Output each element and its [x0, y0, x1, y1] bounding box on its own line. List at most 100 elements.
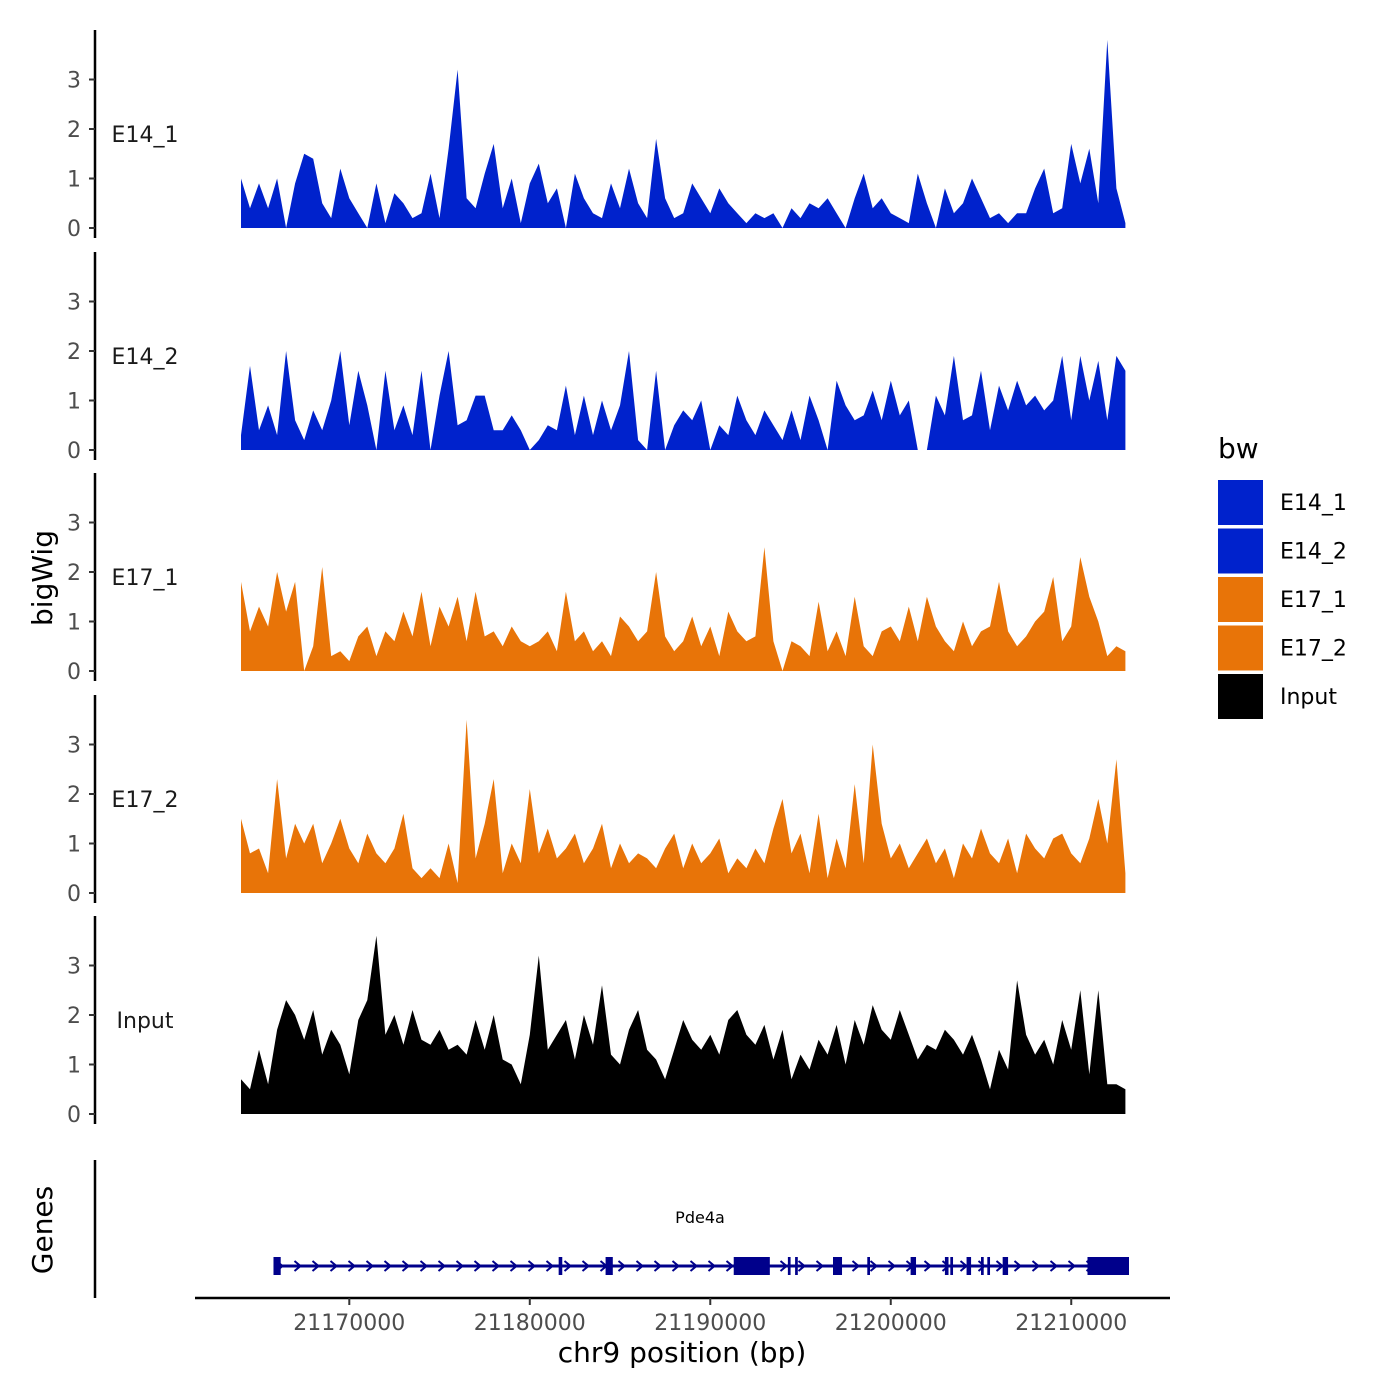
strand-arrow-icon [635, 1260, 645, 1272]
legend: bw E14_1 E14_2 E17_1 E17_2 Input [1218, 432, 1347, 719]
legend-swatch [1218, 625, 1263, 671]
strand-arrow-icon [995, 1260, 1005, 1272]
gene-exon [950, 1257, 954, 1275]
y-tick-label: 2 [67, 340, 81, 365]
x-tick-label: 21180000 [474, 1311, 586, 1336]
y-tick-label: 3 [67, 69, 81, 94]
coverage-area-E14_1 [241, 39, 1126, 229]
strand-arrow-icon [617, 1260, 627, 1272]
coverage-area-E17_1 [241, 547, 1126, 671]
strand-arrow-icon [491, 1260, 501, 1272]
strand-arrow-icon [1067, 1260, 1077, 1272]
x-tick-label: 21170000 [293, 1311, 405, 1336]
track-e17-1: 0 1 2 3 E17_1 [67, 473, 1126, 685]
strand-arrow-icon [329, 1260, 339, 1272]
track-e14-1: 0 1 2 3 E14_1 [67, 30, 1126, 242]
y-tick-label: 3 [67, 291, 81, 316]
y-tick-label: 1 [67, 168, 81, 193]
y-tick-label: 0 [67, 217, 81, 242]
strand-arrow-icon [293, 1260, 303, 1272]
strand-arrow-icon [383, 1260, 393, 1272]
y-tick-label: 0 [67, 1103, 81, 1128]
strand-arrow-icon [725, 1260, 735, 1272]
strand-arrow-icon [671, 1260, 681, 1272]
y-tick-label: 2 [67, 118, 81, 143]
gene-exon [1002, 1257, 1009, 1275]
gene-exon [1087, 1257, 1129, 1275]
gene-exon [867, 1257, 870, 1275]
track-label: E17_1 [112, 566, 179, 591]
strand-arrow-icon [311, 1260, 321, 1272]
track-input: 0 1 2 3 Input [67, 916, 1126, 1128]
y-tick-label: 1 [67, 833, 81, 858]
coverage-area-Input [241, 935, 1126, 1114]
strand-arrow-icon [455, 1260, 465, 1272]
strand-arrow-icon [815, 1260, 825, 1272]
track-label: E14_1 [112, 123, 179, 148]
y-tick-label: 0 [67, 660, 81, 685]
strand-arrow-icon [545, 1260, 555, 1272]
gene-exon [787, 1257, 791, 1275]
legend-swatch [1218, 577, 1263, 622]
track-e14-2: 0 1 2 3 E14_2 [67, 252, 1126, 464]
y-tick-label: 3 [67, 734, 81, 759]
strand-arrow-icon [1013, 1260, 1023, 1272]
strand-arrow-icon [1031, 1260, 1041, 1272]
gene-exon [273, 1257, 281, 1275]
y-tick-label: 3 [67, 512, 81, 537]
y-tick-label: 1 [67, 611, 81, 636]
bigwig-tracks: 0 1 2 3 E14_1 0 1 2 3 E14_2 0 1 2 3 E17_1 0 1 2 3 E17_2 0 1 2 3… [67, 30, 1126, 1128]
legend-swatch [1218, 674, 1263, 719]
strand-arrow-icon [563, 1260, 573, 1272]
legend-swatch [1218, 528, 1263, 574]
strand-arrow-icon [527, 1260, 537, 1272]
strand-arrow-icon [437, 1260, 447, 1272]
y-tick-label: 0 [67, 439, 81, 464]
strand-arrow-icon [923, 1260, 933, 1272]
strand-arrow-icon [347, 1260, 357, 1272]
y-tick-label: 1 [67, 390, 81, 415]
strand-arrow-icon [869, 1260, 879, 1272]
gene-exon [605, 1257, 613, 1275]
strand-arrow-icon [365, 1260, 375, 1272]
strand-arrow-icon [851, 1260, 861, 1272]
y-tick-label: 1 [67, 1054, 81, 1079]
y-tick-label: 2 [67, 1004, 81, 1029]
strand-arrow-icon [797, 1260, 807, 1272]
gene-name-label: Pde4a [675, 1208, 725, 1227]
x-tick-label: 21210000 [1015, 1311, 1127, 1336]
gene-exon [987, 1257, 991, 1275]
strand-arrow-icon [401, 1260, 411, 1272]
gene-exon [833, 1257, 843, 1275]
legend-title: bw [1218, 432, 1259, 465]
strand-arrow-icon [779, 1260, 789, 1272]
gene-axis-title: Genes [26, 1186, 59, 1274]
y-tick-label: 3 [67, 955, 81, 980]
gene-exon [910, 1257, 917, 1275]
gene-track: Pde4a [93, 1160, 1129, 1298]
legend-label: Input [1280, 685, 1337, 710]
track-label: E14_2 [112, 345, 179, 370]
strand-arrow-icon [1049, 1260, 1059, 1272]
strand-arrow-icon [959, 1260, 969, 1272]
strand-arrow-icon [689, 1260, 699, 1272]
y-tick-label: 2 [67, 783, 81, 808]
gene-exon [558, 1257, 563, 1275]
strand-arrow-icon [707, 1260, 717, 1272]
legend-label: E14_1 [1280, 491, 1347, 516]
x-axis: 21170000 21180000 21190000 21200000 21210000 [195, 1296, 1170, 1336]
coverage-area-E17_2 [241, 719, 1126, 893]
strand-arrow-icon [581, 1260, 591, 1272]
gene-exon [795, 1257, 798, 1275]
legend-label: E17_2 [1280, 637, 1347, 662]
x-tick-label: 21190000 [654, 1311, 766, 1336]
coverage-area-E14_2 [241, 351, 1126, 450]
y-tick-label: 2 [67, 561, 81, 586]
gene-exon [966, 1257, 972, 1275]
gene-exon [944, 1257, 949, 1275]
track-label: E17_2 [112, 788, 179, 813]
y-tick-label: 0 [67, 882, 81, 907]
legend-label: E14_2 [1280, 540, 1347, 565]
gene-exon [981, 1257, 984, 1275]
